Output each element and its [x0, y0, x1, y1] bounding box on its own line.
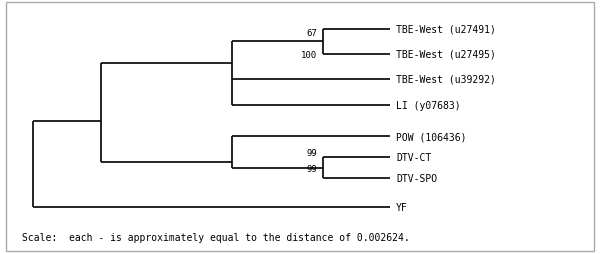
Text: 67: 67	[306, 29, 317, 38]
Text: DTV-SPO: DTV-SPO	[396, 174, 437, 184]
Text: TBE-West (u27491): TBE-West (u27491)	[396, 25, 496, 35]
Text: 99: 99	[306, 149, 317, 157]
Text: TBE-West (u27495): TBE-West (u27495)	[396, 49, 496, 59]
Text: POW (106436): POW (106436)	[396, 132, 466, 141]
Text: LI (y07683): LI (y07683)	[396, 101, 461, 111]
Text: Scale:  each - is approximately equal to the distance of 0.002624.: Scale: each - is approximately equal to …	[22, 232, 409, 242]
Text: YF: YF	[396, 202, 407, 212]
Text: TBE-West (u39292): TBE-West (u39292)	[396, 74, 496, 84]
Text: 99: 99	[306, 164, 317, 173]
Text: 100: 100	[301, 51, 317, 60]
Text: DTV-CT: DTV-CT	[396, 153, 431, 163]
